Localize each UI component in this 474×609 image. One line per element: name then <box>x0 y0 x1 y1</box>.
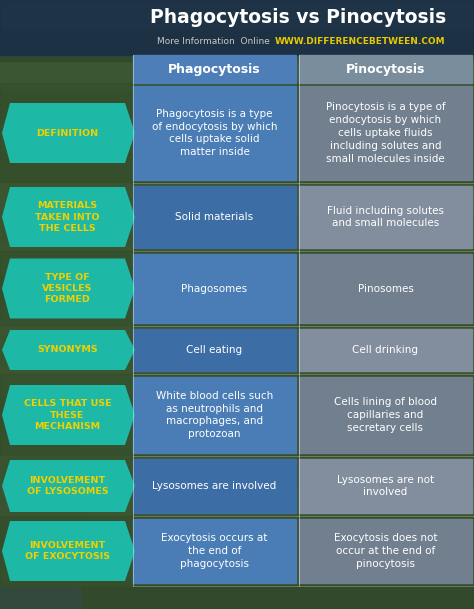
Polygon shape <box>2 103 135 163</box>
Bar <box>299 186 472 248</box>
Text: Lysosomes are involved: Lysosomes are involved <box>152 481 277 491</box>
Bar <box>299 519 472 583</box>
Bar <box>0 83 474 183</box>
Bar <box>133 86 296 180</box>
Bar <box>0 548 474 579</box>
Text: DEFINITION: DEFINITION <box>36 128 99 138</box>
Text: WWW.DIFFERENCEBETWEEN.COM: WWW.DIFFERENCEBETWEEN.COM <box>275 37 446 46</box>
Text: Pinocytosis: Pinocytosis <box>346 63 425 76</box>
Text: Phagocytosis vs Pinocytosis: Phagocytosis vs Pinocytosis <box>150 8 447 27</box>
Bar <box>0 518 474 548</box>
Bar <box>0 213 474 244</box>
Text: Pinosomes: Pinosomes <box>357 284 413 294</box>
Text: Cell drinking: Cell drinking <box>353 345 419 355</box>
Text: CELLS THAT USE
THESE
MECHANISM: CELLS THAT USE THESE MECHANISM <box>24 400 111 431</box>
Bar <box>299 55 472 83</box>
Polygon shape <box>2 330 135 370</box>
Text: White blood cells such
as neutrophils and
macrophages, and
protozoan: White blood cells such as neutrophils an… <box>156 391 273 439</box>
Bar <box>0 61 474 91</box>
Text: More Information  Online: More Information Online <box>157 37 270 46</box>
Bar <box>0 251 474 326</box>
Bar <box>0 365 474 396</box>
Polygon shape <box>2 385 135 445</box>
Bar <box>133 459 296 513</box>
Bar <box>0 579 474 609</box>
Text: Phagocytosis: Phagocytosis <box>168 63 261 76</box>
Text: Exocytosis occurs at
the end of
phagocytosis: Exocytosis occurs at the end of phagocyt… <box>161 533 268 569</box>
Bar <box>0 0 474 55</box>
Polygon shape <box>2 187 135 247</box>
Bar <box>0 152 474 183</box>
Text: INVOLVEMENT
OF LYSOSOMES: INVOLVEMENT OF LYSOSOMES <box>27 476 109 496</box>
Bar <box>0 456 474 516</box>
Bar <box>133 186 296 248</box>
Bar <box>0 326 474 374</box>
Bar <box>0 409 80 609</box>
Bar <box>299 86 472 180</box>
Bar <box>0 487 474 518</box>
Bar <box>299 459 472 513</box>
Text: MATERIALS
TAKEN INTO
THE CELLS: MATERIALS TAKEN INTO THE CELLS <box>35 202 100 233</box>
Polygon shape <box>2 460 135 512</box>
Bar <box>0 426 474 457</box>
Bar <box>0 0 474 30</box>
Bar <box>0 183 474 251</box>
Bar <box>0 457 474 487</box>
Bar <box>0 83 474 183</box>
Text: Phagocytosis is a type
of endocytosis by which
cells uptake solid
matter inside: Phagocytosis is a type of endocytosis by… <box>152 109 277 157</box>
Bar <box>299 377 472 453</box>
Bar <box>133 329 296 371</box>
Bar <box>0 91 474 122</box>
Bar <box>0 374 474 456</box>
Bar <box>0 516 474 586</box>
Text: TYPE OF
VESICLES
FORMED: TYPE OF VESICLES FORMED <box>42 273 93 304</box>
Text: Lysosomes are not
involved: Lysosomes are not involved <box>337 474 434 498</box>
Text: Exocytosis does not
occur at the end of
pinocytosis: Exocytosis does not occur at the end of … <box>334 533 437 569</box>
Polygon shape <box>2 521 135 581</box>
Bar <box>299 329 472 371</box>
Bar <box>299 254 472 323</box>
Bar <box>133 377 296 453</box>
Text: Cell eating: Cell eating <box>186 345 243 355</box>
Bar <box>0 30 474 61</box>
Bar <box>0 304 474 335</box>
Bar <box>0 335 474 365</box>
Bar <box>0 374 474 456</box>
Text: SYNONYMS: SYNONYMS <box>37 345 98 354</box>
Text: Fluid including solutes
and small molecules: Fluid including solutes and small molecu… <box>327 206 444 228</box>
Bar <box>0 183 474 213</box>
Bar <box>0 516 474 586</box>
Bar <box>0 274 474 304</box>
Text: INVOLVEMENT
OF EXOCYTOSIS: INVOLVEMENT OF EXOCYTOSIS <box>25 541 110 561</box>
Bar <box>0 122 474 152</box>
Text: Pinocytosis is a type of
endocytosis by which
cells uptake fluids
including solu: Pinocytosis is a type of endocytosis by … <box>326 102 445 164</box>
Text: Solid materials: Solid materials <box>175 212 254 222</box>
Bar <box>0 251 474 326</box>
Polygon shape <box>2 258 135 319</box>
Bar <box>0 244 474 274</box>
Bar <box>133 55 296 83</box>
Bar <box>133 254 296 323</box>
Text: Cells lining of blood
capillaries and
secretary cells: Cells lining of blood capillaries and se… <box>334 397 437 433</box>
Text: Phagosomes: Phagosomes <box>182 284 247 294</box>
Bar <box>133 519 296 583</box>
Bar <box>0 396 474 426</box>
